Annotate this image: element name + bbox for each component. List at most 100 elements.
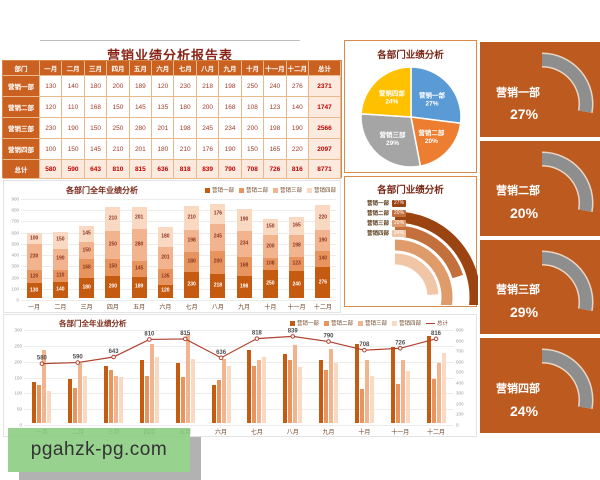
table-cell[interactable]: 168 xyxy=(84,97,108,118)
table-cell[interactable]: 234 xyxy=(219,118,242,139)
grouped-bar xyxy=(324,369,329,423)
table-header-cell[interactable]: 部门 xyxy=(3,61,40,76)
table-header-cell[interactable]: 总计 xyxy=(308,61,341,76)
table-total-label[interactable]: 总计 xyxy=(3,160,40,179)
table-cell[interactable]: 145 xyxy=(129,97,153,118)
table-header-cell[interactable]: 十一月 xyxy=(264,61,287,76)
table-cell[interactable]: 150 xyxy=(107,97,130,118)
table-cell[interactable]: 198 xyxy=(264,118,287,139)
table-header-cell[interactable]: 九月 xyxy=(219,61,242,76)
bar-segment-label: 150 xyxy=(56,236,65,243)
table-cell[interactable]: 245 xyxy=(196,118,220,139)
table-cell[interactable]: 230 xyxy=(174,76,197,97)
table-cell[interactable]: 110 xyxy=(62,97,85,118)
table-header-cell[interactable]: 五月 xyxy=(129,61,153,76)
table-cell[interactable]: 145 xyxy=(84,139,108,160)
table-cell[interactable]: 280 xyxy=(129,118,153,139)
table-cell[interactable]: 189 xyxy=(129,76,153,97)
table-total-cell[interactable]: 643 xyxy=(84,160,108,179)
table-row-label[interactable]: 营销一部 xyxy=(3,76,40,97)
table-cell[interactable]: 190 xyxy=(286,118,309,139)
table-row-label[interactable]: 营销四部 xyxy=(3,139,40,160)
left-axis-tick: 250 xyxy=(14,343,22,349)
table-cell[interactable]: 230 xyxy=(40,118,63,139)
table-cell[interactable]: 201 xyxy=(129,139,153,160)
table-row-label[interactable]: 营销三部 xyxy=(3,118,40,139)
table-cell[interactable]: 120 xyxy=(40,97,63,118)
bar-segment: 276 xyxy=(315,267,331,298)
table-cell[interactable]: 180 xyxy=(152,139,175,160)
table-cell[interactable]: 180 xyxy=(174,97,197,118)
legend-item: 营销二部 xyxy=(238,186,268,194)
table-cell[interactable]: 250 xyxy=(241,76,265,97)
table-header-cell[interactable]: 四月 xyxy=(107,61,130,76)
table-total-cell[interactable]: 636 xyxy=(152,160,175,179)
gridline xyxy=(24,330,454,331)
table-cell[interactable]: 150 xyxy=(62,139,85,160)
bar-segment: 123 xyxy=(289,257,305,272)
table-cell[interactable]: 140 xyxy=(62,76,85,97)
table-cell[interactable]: 276 xyxy=(286,76,309,97)
table-cell[interactable]: 165 xyxy=(264,139,287,160)
table-cell[interactable]: 176 xyxy=(196,139,220,160)
table-total-cell[interactable]: 816 xyxy=(286,160,309,179)
table-cell[interactable]: 150 xyxy=(241,139,265,160)
table-header-cell[interactable]: 七月 xyxy=(174,61,197,76)
stacked-bar-column: 198 168 234 190 xyxy=(231,209,257,298)
table-cell[interactable]: 210 xyxy=(174,139,197,160)
table-cell[interactable]: 198 xyxy=(219,76,242,97)
table-total-cell[interactable]: 708 xyxy=(241,160,265,179)
bar-segment-label: 189 xyxy=(134,283,144,290)
table-cell[interactable]: 200 xyxy=(241,118,265,139)
table-header-cell[interactable]: 二月 xyxy=(62,61,85,76)
table-cell[interactable]: 250 xyxy=(107,118,130,139)
table-grand-total[interactable]: 8771 xyxy=(308,160,341,179)
table-cell[interactable]: 190 xyxy=(62,118,85,139)
total-line-series: 580 590 643 810 815 636 818 839 790 708 726 816 xyxy=(37,328,442,366)
table-cell[interactable]: 220 xyxy=(286,139,309,160)
y-axis-tick: 700 xyxy=(11,218,19,224)
pie-slice-label: 营销一部 27% xyxy=(419,90,446,107)
table-cell[interactable]: 135 xyxy=(152,97,175,118)
table-total-cell[interactable]: 818 xyxy=(174,160,197,179)
table-total-cell[interactable]: 726 xyxy=(264,160,287,179)
y-axis-tick: 200 xyxy=(11,275,19,281)
table-cell[interactable]: 200 xyxy=(196,97,220,118)
table-cell[interactable]: 123 xyxy=(264,97,287,118)
table-header-cell[interactable]: 十月 xyxy=(241,61,265,76)
table-row-label[interactable]: 营销二部 xyxy=(3,97,40,118)
table-cell[interactable]: 190 xyxy=(219,139,242,160)
table-total-cell[interactable]: 790 xyxy=(219,160,242,179)
right-axis-tick: 800 xyxy=(456,338,464,344)
table-cell[interactable]: 120 xyxy=(152,76,175,97)
table-cell[interactable]: 201 xyxy=(152,118,175,139)
table-header-cell[interactable]: 十二月 xyxy=(286,61,309,76)
table-cell[interactable]: 108 xyxy=(241,97,265,118)
table-row-total[interactable]: 2097 xyxy=(308,139,341,160)
bar-segment-label: 165 xyxy=(292,222,301,229)
table-cell[interactable]: 180 xyxy=(84,76,108,97)
table-cell[interactable]: 130 xyxy=(40,76,63,97)
table-cell[interactable]: 140 xyxy=(286,97,309,118)
table-total-cell[interactable]: 580 xyxy=(40,160,63,179)
table-cell[interactable]: 210 xyxy=(107,139,130,160)
table-cell[interactable]: 218 xyxy=(196,76,220,97)
table-header-cell[interactable]: 一月 xyxy=(40,61,63,76)
table-cell[interactable]: 200 xyxy=(107,76,130,97)
table-total-cell[interactable]: 810 xyxy=(107,160,130,179)
table-cell[interactable]: 168 xyxy=(219,97,242,118)
table-total-cell[interactable]: 590 xyxy=(62,160,85,179)
table-row-total[interactable]: 1747 xyxy=(308,97,341,118)
table-header-cell[interactable]: 六月 xyxy=(152,61,175,76)
stacked-chart-bars: 130 120 230 100 140 110 190 150 180 168 150 145 200 1… xyxy=(21,199,336,298)
table-cell[interactable]: 240 xyxy=(264,76,287,97)
table-header-cell[interactable]: 八月 xyxy=(196,61,220,76)
table-row-total[interactable]: 2566 xyxy=(308,118,341,139)
table-cell[interactable]: 100 xyxy=(40,139,63,160)
table-header-cell[interactable]: 三月 xyxy=(84,61,108,76)
table-total-cell[interactable]: 839 xyxy=(196,160,220,179)
table-cell[interactable]: 150 xyxy=(84,118,108,139)
table-row-total[interactable]: 2371 xyxy=(308,76,341,97)
table-cell[interactable]: 198 xyxy=(174,118,197,139)
table-total-cell[interactable]: 815 xyxy=(129,160,153,179)
